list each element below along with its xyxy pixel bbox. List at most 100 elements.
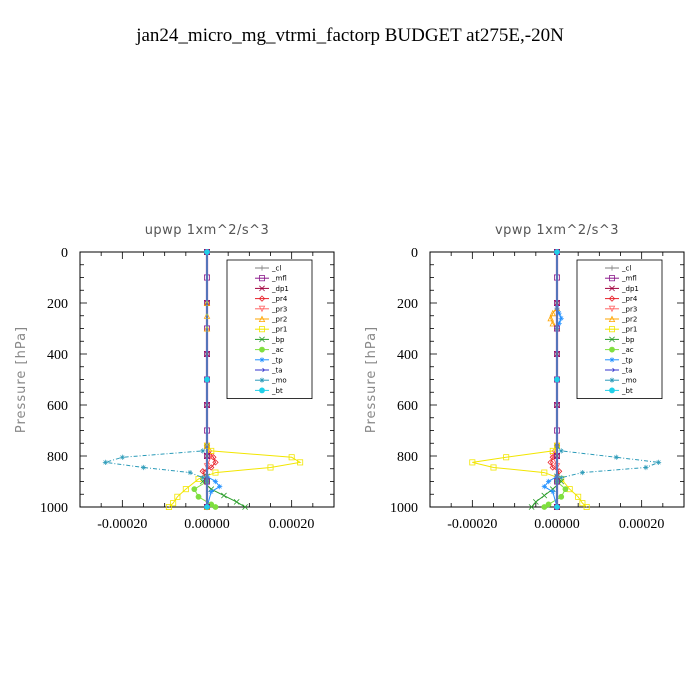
data-point — [656, 459, 662, 465]
data-point — [210, 454, 217, 461]
data-point — [558, 448, 564, 454]
series-bt — [554, 249, 560, 510]
data-point — [212, 459, 219, 466]
y-tick-label: 200 — [47, 297, 68, 312]
data-point — [528, 504, 535, 510]
legend-marker — [609, 346, 615, 353]
data-point — [556, 320, 562, 326]
y-tick-label: 0 — [61, 246, 68, 261]
legend-label: _pr2 — [621, 316, 637, 324]
legend-entry: _mo — [255, 377, 287, 385]
data-point — [212, 504, 219, 510]
legend-marker — [258, 326, 265, 333]
legend-marker — [609, 387, 615, 394]
legend-entry: _mfl — [255, 275, 287, 283]
data-point — [545, 501, 552, 508]
data-point — [558, 493, 565, 500]
data-point — [233, 499, 240, 505]
legend-marker — [258, 305, 266, 313]
data-point — [554, 376, 560, 383]
legend-label: _ac — [621, 346, 634, 354]
legend-entry: _pr4 — [255, 295, 288, 303]
data-point — [547, 314, 554, 322]
series-pr1 — [165, 442, 304, 510]
legend-entry: _ta — [605, 367, 633, 375]
legend-marker — [259, 357, 265, 363]
y-tick-label: 1000 — [390, 501, 418, 516]
legend-entry: _pr2 — [255, 316, 287, 324]
data-point — [558, 315, 564, 321]
data-point — [558, 475, 564, 481]
data-point — [217, 484, 223, 490]
panel-title: upwp 1xm^2/s^3 — [145, 223, 270, 238]
data-point — [556, 310, 562, 316]
data-point — [204, 504, 210, 510]
legend-box — [226, 259, 313, 400]
legend-label: _pr4 — [621, 295, 638, 303]
y-tick-label: 200 — [397, 297, 418, 312]
legend-label: _tp — [271, 356, 283, 364]
data-point — [547, 459, 554, 466]
legend-label: _bp — [271, 336, 285, 344]
legend-entry: _cl — [605, 265, 631, 273]
legend-entry: _pr3 — [605, 305, 637, 313]
legend-marker — [258, 295, 266, 302]
data-point — [182, 486, 189, 493]
y-axis-label: Pressure [hPa] — [14, 326, 29, 433]
data-point — [165, 503, 172, 510]
data-point — [579, 469, 585, 476]
chart-panel-2: vpwp 1xm^2/s^3 Pressure [hPa] 0 200 400 600 80… — [364, 223, 685, 532]
legend-label: _mo — [621, 377, 637, 385]
y-tick-label: 800 — [47, 450, 68, 465]
legend-marker — [259, 346, 265, 353]
data-point — [549, 464, 556, 471]
legend-marker — [259, 377, 265, 383]
legend-label: _mfl — [621, 275, 637, 283]
data-point — [583, 503, 590, 510]
data-point — [119, 454, 125, 460]
panels: upwp 1xm^2/s^3 Pressure [hPa] 0 200 400 600 80… — [14, 223, 685, 532]
legend-entry: _pr3 — [255, 305, 287, 313]
data-point — [199, 468, 206, 475]
data-point — [541, 492, 548, 499]
y-tick-label: 600 — [397, 399, 418, 414]
figure-title: jan24_micro_mg_vtrmi_factorp BUDGET at27… — [135, 25, 564, 46]
data-point — [208, 447, 215, 454]
data-point — [191, 486, 198, 493]
legend-label: _pr3 — [271, 305, 287, 313]
legend-entry: _mfl — [605, 275, 637, 283]
x-tick-label: -0.00020 — [447, 517, 497, 532]
data-point — [562, 486, 569, 493]
legend-label: _tp — [621, 356, 633, 364]
legend-label: _pr3 — [621, 305, 637, 313]
legend-label: _pr1 — [621, 326, 637, 334]
x-tick-label: 0.00000 — [184, 517, 230, 532]
y-axis-label: Pressure [hPa] — [364, 326, 379, 433]
data-point — [541, 504, 548, 510]
legend-marker — [609, 265, 615, 271]
data-point — [613, 454, 619, 460]
legend-label: _bt — [621, 387, 633, 395]
legend-label: _mfl — [271, 275, 287, 283]
series-pr1 — [469, 442, 590, 510]
data-point — [208, 489, 214, 495]
data-point — [102, 459, 108, 465]
data-point — [200, 475, 206, 481]
legend-label: _pr1 — [271, 326, 287, 334]
data-point — [549, 319, 557, 327]
legend-entry: _ac — [255, 346, 284, 354]
data-point — [579, 500, 586, 507]
y-tick-label: 0 — [411, 246, 418, 261]
legend-marker — [259, 265, 265, 271]
data-point — [267, 464, 274, 471]
y-tick-label: 800 — [397, 450, 418, 465]
legend-entry: _pr4 — [605, 295, 638, 303]
legend-label: _bt — [271, 387, 283, 395]
legend-marker — [609, 336, 615, 343]
legend-marker — [609, 367, 616, 373]
legend-marker — [259, 336, 265, 343]
y-tick-label: 400 — [397, 348, 418, 363]
legend-label: _bp — [621, 336, 635, 344]
legend: _cl _mfl _dp1 _pr4 _pr3 _pr2 _pr1 _bp _ac _tp _ta _… — [576, 259, 663, 400]
